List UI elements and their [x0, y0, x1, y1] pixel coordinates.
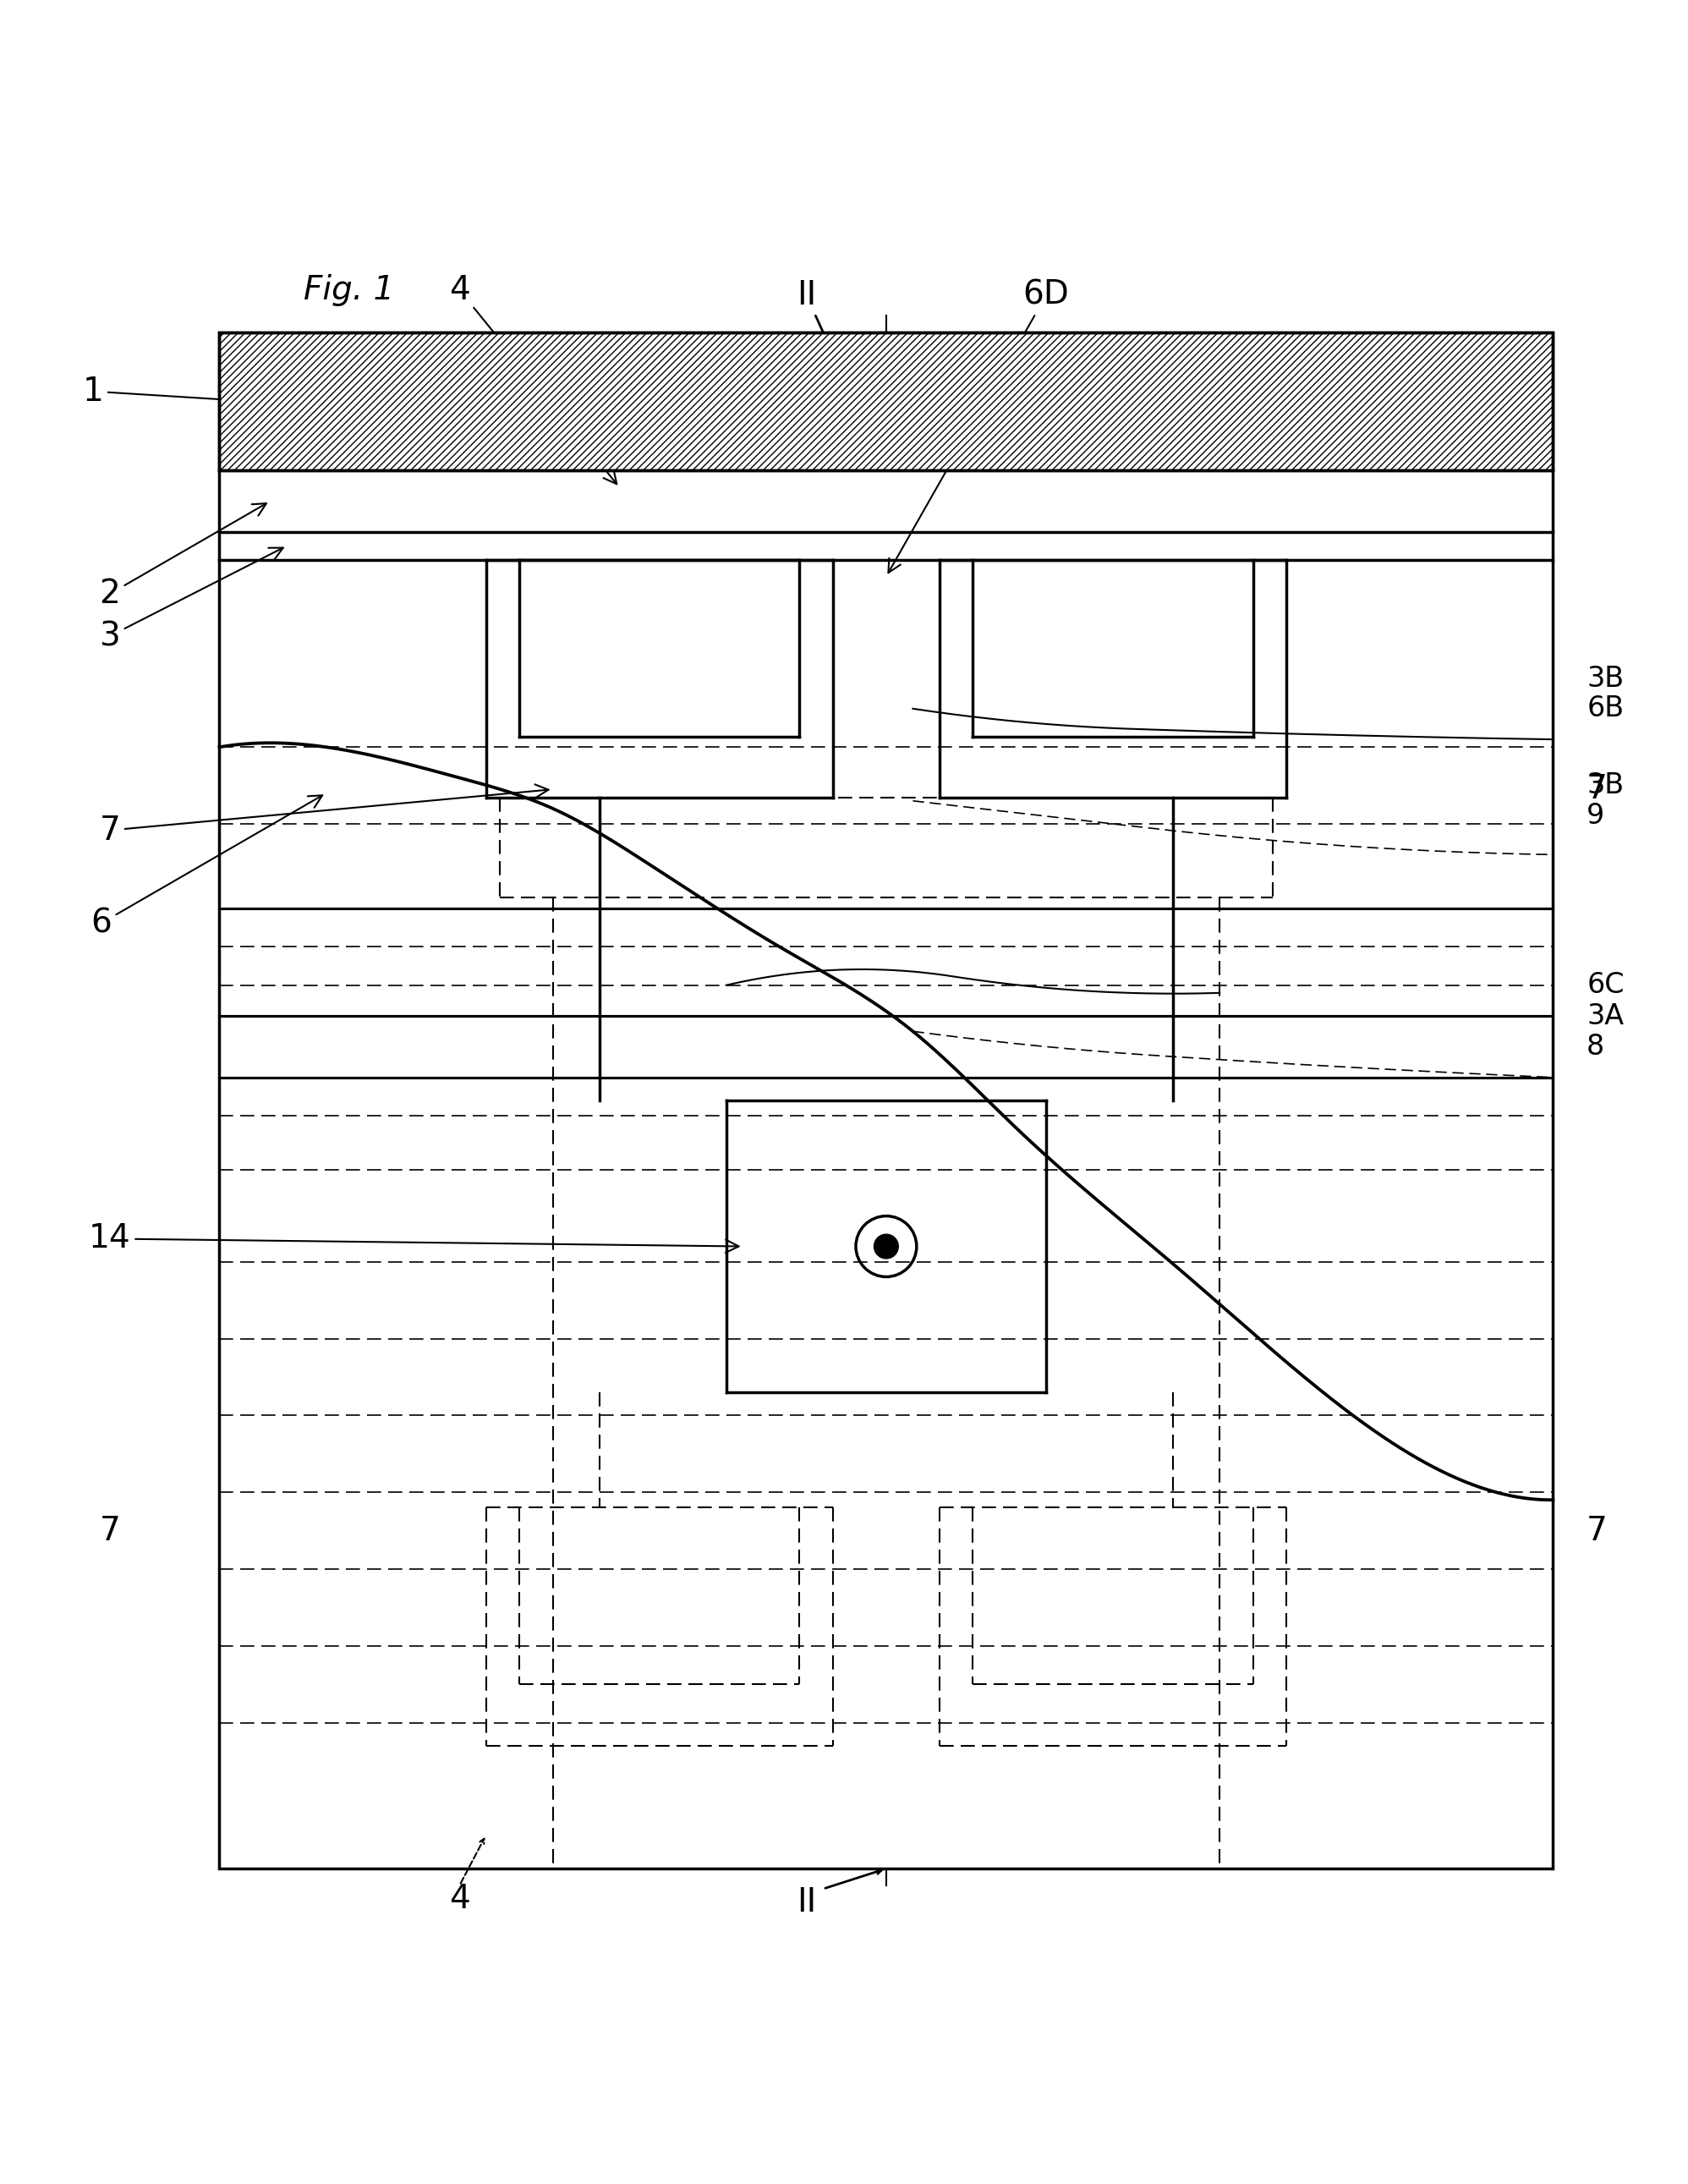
Text: 6C: 6C	[1587, 972, 1624, 998]
Text: 1: 1	[83, 376, 248, 408]
Text: 6B: 6B	[1587, 695, 1624, 723]
Bar	[219, 332, 1553, 470]
Text: 6: 6	[91, 795, 322, 939]
Text: 14: 14	[89, 1223, 739, 1256]
Text: 3B: 3B	[1587, 664, 1624, 692]
Text: 7: 7	[100, 784, 549, 847]
Bar	[219, 332, 1553, 1870]
Text: 2: 2	[100, 505, 267, 609]
Text: 4: 4	[449, 1883, 469, 1915]
Text: 9: 9	[1587, 802, 1605, 830]
Text: 4: 4	[449, 273, 616, 485]
Text: 3A: 3A	[1587, 1002, 1624, 1031]
Text: 7: 7	[1587, 773, 1607, 806]
Text: 3B: 3B	[1587, 771, 1624, 799]
Text: 8: 8	[1587, 1033, 1605, 1061]
Text: II: II	[797, 280, 885, 465]
Text: 7: 7	[100, 1514, 120, 1546]
Text: Fig. 1: Fig. 1	[304, 273, 395, 306]
Text: 3: 3	[100, 548, 284, 653]
Text: 6D: 6D	[888, 280, 1070, 572]
Circle shape	[874, 1234, 898, 1258]
Text: 7: 7	[1587, 1514, 1607, 1546]
Text: II: II	[797, 1887, 815, 1918]
